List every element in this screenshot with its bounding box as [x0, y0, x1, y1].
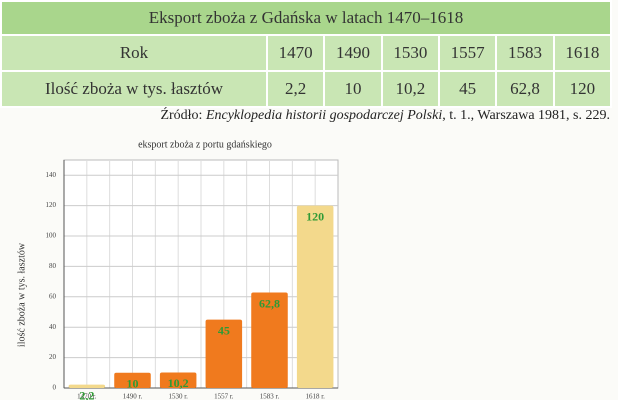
y-tick-label: 140	[46, 171, 57, 179]
bar	[251, 292, 288, 388]
table-cell: 10	[323, 70, 383, 108]
y-tick-label: 120	[46, 201, 57, 209]
bar	[296, 205, 334, 388]
x-tick-label: 1470 r.	[77, 393, 97, 400]
source-prefix: Źródło:	[160, 108, 203, 123]
chart: eksport zboża z portu gdańskiego ilość z…	[16, 139, 339, 400]
x-tick-label: 1557 r.	[214, 393, 234, 400]
table-cell: 1470	[265, 34, 326, 72]
bar	[114, 372, 151, 388]
table-title: Eksport zboża z Gdańska w latach 1470–16…	[0, 0, 612, 36]
table-cell: 120	[552, 70, 613, 108]
table-cell: 10,2	[380, 70, 440, 108]
y-tick-label: 20	[49, 353, 57, 361]
table-cell: 62,8	[495, 70, 555, 108]
table-cell: 1583	[495, 34, 555, 72]
data-table: Eksport zboża z Gdańska w latach 1470–16…	[0, 0, 613, 108]
table-cell: 45	[437, 70, 498, 108]
y-tick-label: 100	[46, 232, 57, 240]
value-label: 10	[127, 377, 139, 391]
table-cell: 1557	[437, 34, 498, 72]
source-rest: , t. 1., Warszawa 1981, s. 229.	[442, 108, 610, 123]
row-header: Rok	[0, 34, 268, 72]
value-label: 2,2	[79, 388, 94, 400]
table-cell: 1490	[323, 34, 383, 72]
bar	[159, 372, 197, 388]
y-tick-label: 0	[53, 384, 57, 392]
y-tick-label: 60	[49, 292, 57, 300]
y-tick-label: 40	[49, 323, 57, 331]
value-label: 62,8	[259, 296, 280, 310]
value-label: 45	[218, 323, 230, 337]
y-tick-label: 80	[49, 262, 57, 270]
chart-title: eksport zboża z portu gdańskiego	[138, 139, 272, 150]
table-cell: 1618	[552, 34, 613, 72]
source: Źródło: Encyklopedia historii gospodarcz…	[160, 108, 610, 124]
source-title: Encyklopedia historii gospodarczej Polsk…	[205, 108, 443, 123]
value-label: 10,2	[168, 376, 189, 390]
x-tick-label: 1583 r.	[260, 393, 280, 400]
x-tick-label: 1618 r.	[305, 393, 325, 400]
bar	[205, 319, 243, 388]
x-tick-label: 1530 r.	[168, 393, 188, 400]
row-header: Ilość zboża w tys. łasztów	[0, 70, 268, 108]
table-cell: 1530	[380, 34, 440, 72]
value-label: 120	[306, 209, 324, 223]
bar	[68, 384, 106, 388]
y-axis-label: ilość zboża w tys. łasztów	[16, 242, 27, 347]
x-tick-label: 1490 r.	[123, 393, 143, 400]
table-cell: 2,2	[265, 70, 326, 108]
